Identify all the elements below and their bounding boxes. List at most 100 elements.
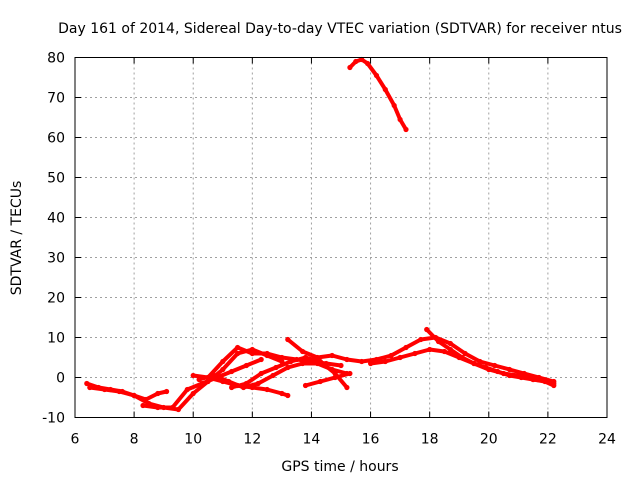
y-tick-label: 70 <box>47 91 65 107</box>
data-point <box>332 374 338 381</box>
x-tick-label: 8 <box>130 432 139 448</box>
data-series <box>84 56 557 413</box>
data-point <box>302 382 309 389</box>
data-point <box>447 340 453 347</box>
data-point <box>412 350 418 357</box>
data-point <box>229 384 235 391</box>
data-point <box>190 390 196 397</box>
data-point <box>258 356 264 363</box>
data-point <box>368 360 374 367</box>
y-tick-labels: -10 0 10 20 30 40 50 60 70 80 <box>42 51 65 427</box>
data-point <box>279 354 285 361</box>
data-point <box>397 116 403 123</box>
y-tick-label: 20 <box>47 291 65 307</box>
data-point <box>353 58 359 65</box>
data-point <box>344 384 350 391</box>
x-tick-label: 6 <box>71 432 80 448</box>
y-tick-label: 60 <box>47 131 65 147</box>
data-point <box>140 402 146 409</box>
data-point <box>317 358 323 365</box>
data-point <box>131 392 137 399</box>
data-point <box>190 372 196 379</box>
x-axis-label: GPS time / hours <box>281 459 398 475</box>
data-point <box>243 380 249 387</box>
data-point <box>492 362 498 369</box>
data-point <box>196 376 202 383</box>
data-point <box>220 358 226 365</box>
data-point <box>279 390 285 397</box>
axis-ticks <box>74 57 608 418</box>
data-point <box>483 364 489 371</box>
data-point <box>403 126 409 133</box>
y-tick-label: 40 <box>47 211 65 227</box>
series-track-9 <box>303 371 352 388</box>
data-point <box>164 388 170 395</box>
data-point <box>506 366 513 373</box>
data-point <box>184 386 190 393</box>
y-tick-label: 30 <box>47 251 65 267</box>
data-point <box>264 350 270 357</box>
data-point <box>255 380 261 387</box>
data-point <box>300 348 306 355</box>
data-point <box>495 368 501 375</box>
data-point <box>347 370 353 377</box>
data-point <box>388 352 394 359</box>
x-tick-label: 22 <box>539 432 557 448</box>
data-point <box>471 360 477 367</box>
x-tick-label: 16 <box>362 432 380 448</box>
y-tick-label: -10 <box>42 411 65 427</box>
data-point <box>530 376 536 383</box>
data-point <box>243 362 249 369</box>
data-point <box>273 364 279 371</box>
y-tick-label: 50 <box>47 171 65 187</box>
data-point <box>338 362 344 369</box>
y-axis-label: SDTVAR / TECUs <box>9 181 25 296</box>
grid-lines <box>75 57 607 418</box>
data-point <box>347 64 353 71</box>
data-point <box>542 378 548 385</box>
x-tick-label: 12 <box>243 432 261 448</box>
data-point <box>87 384 93 391</box>
x-tick-labels: 6 8 10 12 14 16 18 20 22 24 <box>71 432 616 448</box>
data-point <box>397 354 403 361</box>
y-tick-label: 0 <box>56 371 65 387</box>
data-point <box>302 354 309 361</box>
x-tick-label: 10 <box>184 432 202 448</box>
data-point <box>441 348 447 355</box>
plot-frame <box>74 57 608 418</box>
data-point <box>235 350 241 357</box>
x-tick-label: 18 <box>421 432 439 448</box>
data-point <box>116 388 122 395</box>
data-point <box>102 386 108 393</box>
data-point <box>391 102 397 109</box>
data-point <box>462 350 468 357</box>
data-point <box>84 380 90 387</box>
data-point <box>477 358 483 365</box>
data-point <box>427 346 433 353</box>
data-point <box>285 336 291 343</box>
data-point <box>418 336 424 343</box>
data-point <box>285 392 291 399</box>
y-tick-label: 10 <box>47 331 65 347</box>
data-point <box>199 380 205 387</box>
data-point <box>382 358 388 365</box>
data-point <box>270 372 276 379</box>
x-tick-label: 14 <box>303 432 321 448</box>
data-point <box>518 374 524 381</box>
data-point <box>249 350 255 357</box>
data-point <box>155 390 161 397</box>
data-point <box>403 344 409 351</box>
data-point <box>344 356 350 363</box>
data-point <box>447 346 453 353</box>
data-point <box>365 60 371 67</box>
data-point <box>249 346 255 353</box>
y-tick-label: 80 <box>47 51 65 67</box>
data-point <box>205 374 211 381</box>
data-point <box>258 370 264 377</box>
data-point <box>175 406 181 413</box>
data-point <box>551 382 557 389</box>
data-point <box>288 358 294 365</box>
data-point <box>229 368 235 375</box>
data-point <box>329 352 335 359</box>
